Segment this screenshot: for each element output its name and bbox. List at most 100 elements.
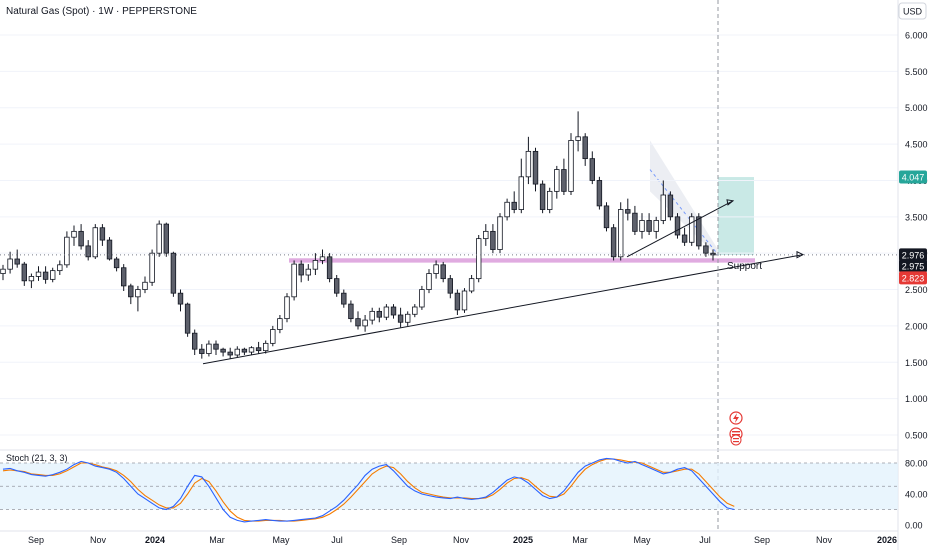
candle[interactable]	[355, 318, 361, 327]
candle[interactable]	[348, 303, 354, 320]
candle[interactable]	[177, 292, 184, 305]
candle[interactable]	[660, 194, 666, 221]
candle[interactable]	[71, 230, 77, 238]
candle[interactable]	[419, 289, 425, 308]
candle[interactable]	[504, 201, 510, 218]
candle[interactable]	[404, 313, 411, 323]
candle[interactable]	[483, 230, 489, 240]
candle[interactable]	[128, 285, 134, 298]
candle[interactable]	[561, 169, 567, 192]
candle[interactable]	[92, 227, 98, 258]
currency-button-frame[interactable]	[898, 2, 927, 20]
candle[interactable]	[270, 329, 276, 344]
candle[interactable]	[426, 273, 432, 290]
candle[interactable]	[220, 348, 226, 353]
candle[interactable]	[333, 278, 340, 294]
candle[interactable]	[213, 343, 219, 350]
candle[interactable]	[547, 190, 553, 210]
candle[interactable]	[284, 296, 290, 320]
candle[interactable]	[390, 306, 397, 316]
candle[interactable]	[412, 306, 418, 315]
candle[interactable]	[525, 150, 532, 178]
candle[interactable]	[64, 236, 70, 266]
candle[interactable]	[78, 230, 84, 247]
time-axis[interactable]: Sep Nov 2024 Mar May Jul Sep Nov 2025 Mar May Jul Se…	[28, 535, 897, 545]
candle[interactable]	[135, 289, 141, 298]
candle[interactable]	[156, 223, 162, 254]
candle[interactable]	[397, 314, 404, 323]
us-flag-icon[interactable]	[730, 434, 742, 446]
candle[interactable]	[170, 252, 177, 294]
candle[interactable]	[554, 169, 560, 192]
candle[interactable]	[277, 318, 283, 330]
candle[interactable]	[106, 239, 113, 260]
candle[interactable]	[312, 260, 319, 270]
candle[interactable]	[646, 220, 652, 232]
candle[interactable]	[28, 276, 35, 282]
event-icons[interactable]	[729, 411, 743, 446]
candle[interactable]	[532, 150, 539, 185]
candle[interactable]	[184, 303, 191, 334]
candle[interactable]	[383, 306, 390, 318]
candle[interactable]	[149, 252, 155, 283]
candle[interactable]	[35, 271, 42, 277]
candle[interactable]	[674, 216, 681, 236]
candle[interactable]	[696, 216, 702, 247]
candle[interactable]	[575, 136, 581, 141]
candle[interactable]	[142, 281, 148, 290]
candle[interactable]	[667, 194, 674, 218]
candle[interactable]	[326, 256, 333, 280]
candle[interactable]	[582, 136, 588, 160]
candle[interactable]	[447, 278, 453, 294]
candle[interactable]	[369, 310, 375, 321]
candle[interactable]	[298, 263, 304, 276]
candle[interactable]	[639, 220, 645, 232]
inner-trendline[interactable]	[626, 200, 734, 258]
candle[interactable]	[440, 264, 446, 280]
candle[interactable]	[362, 319, 368, 327]
candle[interactable]	[610, 227, 617, 258]
candle[interactable]	[539, 183, 546, 210]
candle[interactable]	[596, 180, 603, 207]
candle[interactable]	[21, 263, 27, 282]
candle[interactable]	[511, 201, 517, 210]
candle[interactable]	[341, 292, 347, 305]
rising-trendline[interactable]	[202, 254, 804, 365]
candle[interactable]	[113, 258, 120, 269]
candle[interactable]	[241, 348, 248, 353]
candle[interactable]	[589, 158, 595, 181]
candle[interactable]	[227, 351, 233, 356]
candle[interactable]	[568, 140, 574, 192]
candle[interactable]	[14, 258, 20, 265]
candle[interactable]	[681, 234, 688, 243]
candle[interactable]	[291, 263, 297, 298]
candle[interactable]	[468, 278, 475, 292]
candle[interactable]	[42, 271, 49, 280]
candle[interactable]	[497, 216, 503, 250]
candle[interactable]	[85, 245, 91, 258]
candle[interactable]	[653, 220, 659, 232]
candle[interactable]	[618, 209, 624, 258]
candle[interactable]	[262, 342, 269, 352]
candle[interactable]	[461, 290, 468, 311]
candle[interactable]	[603, 205, 610, 229]
candle[interactable]	[248, 347, 255, 353]
candle[interactable]	[234, 348, 240, 356]
candle[interactable]	[206, 343, 212, 354]
candle[interactable]	[191, 332, 198, 350]
candle[interactable]	[703, 245, 709, 254]
candle[interactable]	[50, 270, 56, 280]
candle[interactable]	[305, 268, 311, 276]
candle[interactable]	[454, 292, 461, 311]
stoch-axis[interactable]: 0.00 40.00 80.00	[905, 459, 928, 531]
candle[interactable]	[163, 223, 169, 254]
candle[interactable]	[490, 230, 496, 250]
candle[interactable]	[199, 348, 205, 354]
candle[interactable]	[0, 268, 6, 274]
candle[interactable]	[518, 176, 524, 210]
target-zone[interactable]	[718, 177, 754, 255]
candle[interactable]	[7, 258, 13, 270]
candle[interactable]	[255, 347, 262, 352]
candle[interactable]	[376, 310, 382, 318]
candle[interactable]	[475, 238, 482, 280]
